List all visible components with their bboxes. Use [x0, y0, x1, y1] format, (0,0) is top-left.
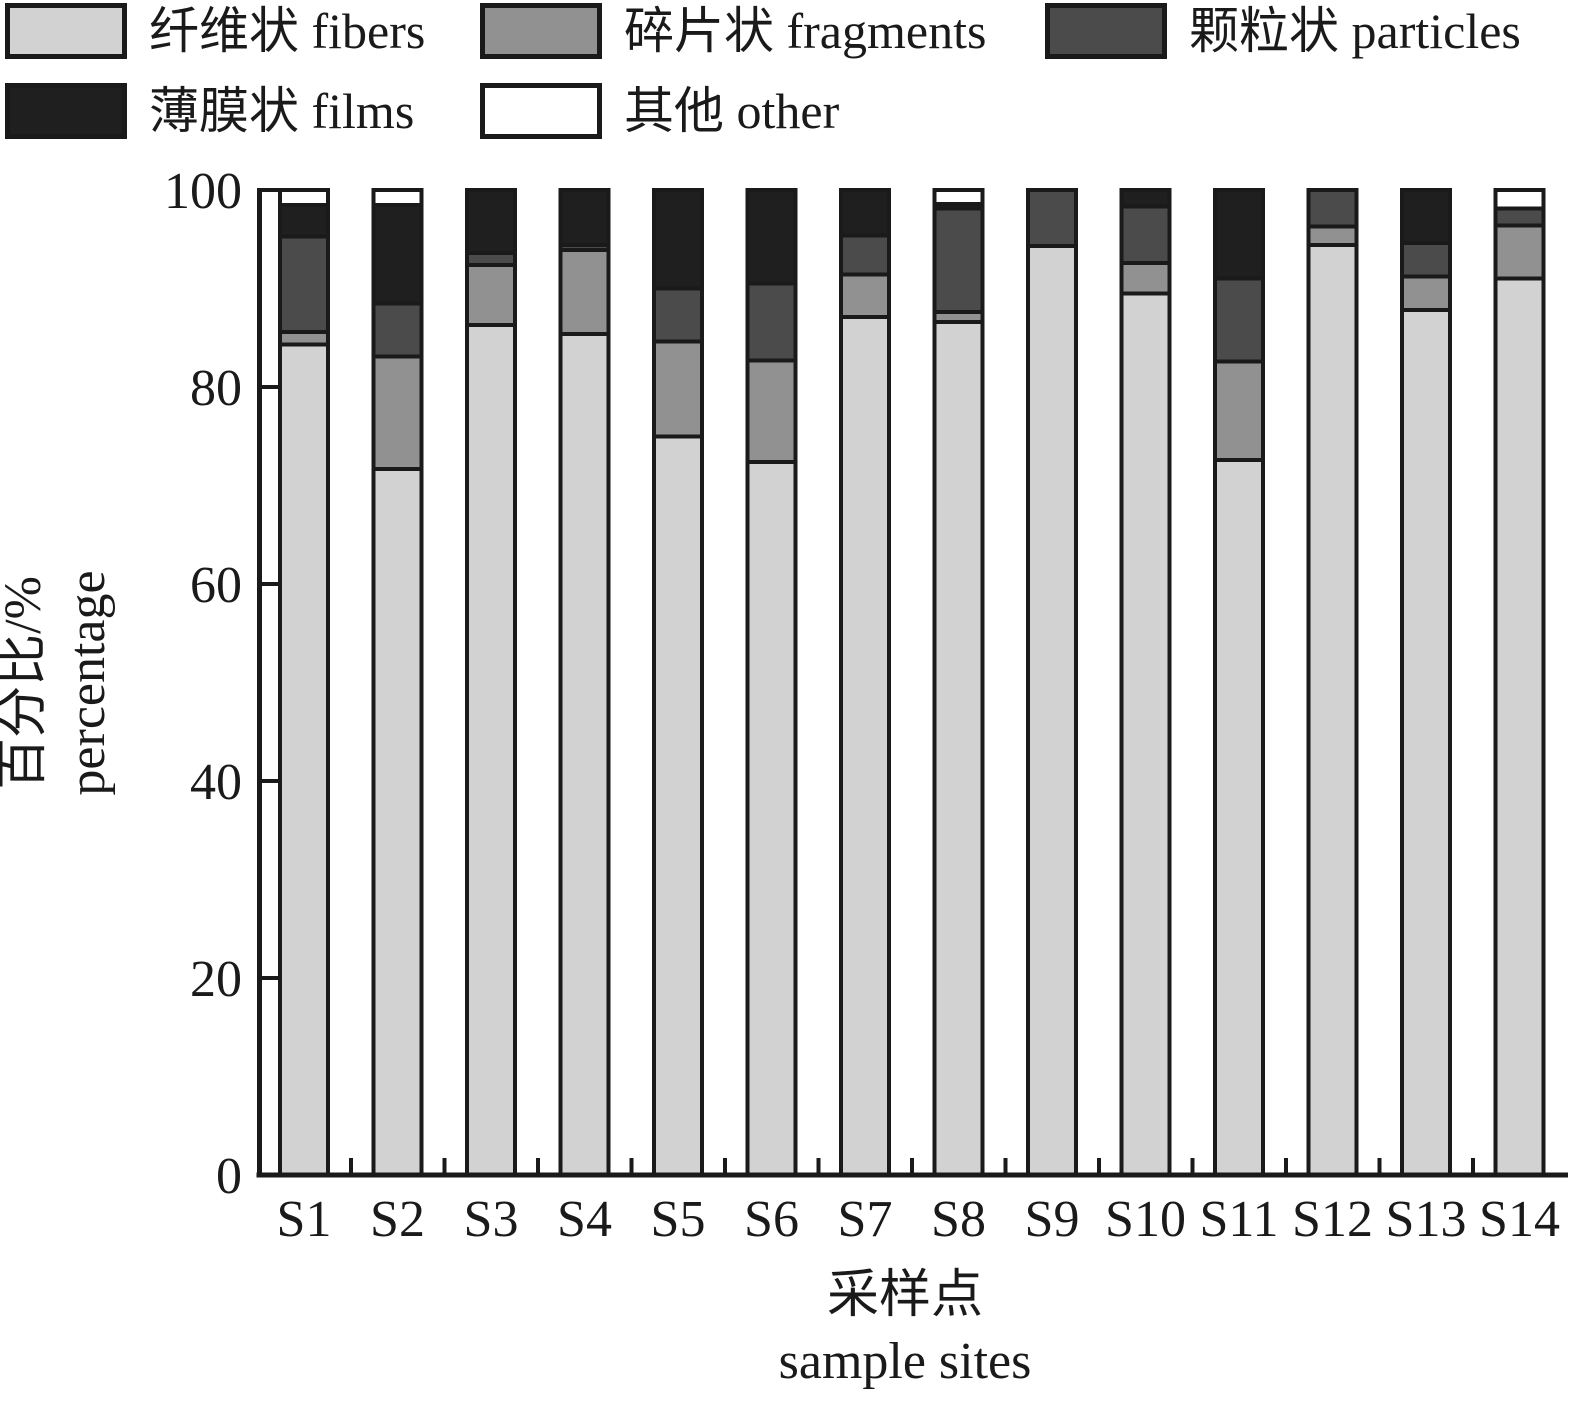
- bar-segment-S11: [1213, 276, 1265, 364]
- legend-item-films: 薄膜状 films: [5, 82, 414, 140]
- x-tick-label: S10: [1105, 1191, 1186, 1248]
- bar-segment-S2: [371, 202, 424, 306]
- bar-segment-S12: [1306, 188, 1359, 229]
- bar-segment-S8: [932, 319, 985, 1177]
- bar-segment-S2: [371, 188, 424, 207]
- x-tick-label: S4: [557, 1191, 612, 1248]
- x-tick-label: S1: [277, 1191, 332, 1248]
- bar-segment-S3: [465, 322, 517, 1177]
- bar-segment-S6: [745, 459, 798, 1177]
- x-axis-title-en: sample sites: [779, 1333, 1032, 1390]
- bar-segment-S9: [1026, 244, 1078, 1177]
- x-tick-label: S6: [744, 1191, 799, 1248]
- x-axis-title-zh: 采样点: [827, 1267, 983, 1324]
- x-tick-label: S12: [1292, 1191, 1373, 1248]
- bar-segment-S5: [652, 286, 704, 344]
- legend-label-films: 薄膜状 films: [149, 83, 415, 139]
- bar-segment-S1: [278, 342, 330, 1177]
- bar-segment-S7: [839, 233, 891, 277]
- legend-label-fibers: 纤维状 fibers: [149, 3, 426, 59]
- bar-segment-S2: [371, 466, 424, 1177]
- x-tick-label: S14: [1479, 1191, 1560, 1248]
- bar-segment-S14: [1493, 206, 1546, 228]
- x-tick-label: S8: [931, 1191, 986, 1248]
- y-tick-label: 40: [190, 754, 242, 811]
- bar-segment-S7: [839, 272, 891, 320]
- x-tick-label: S7: [838, 1191, 893, 1248]
- bar-segment-S5: [652, 188, 704, 291]
- x-tick-label: S3: [464, 1191, 519, 1248]
- legend-item-fragments: 碎片状 fragments: [480, 2, 986, 60]
- bar-segment-S6: [745, 188, 798, 286]
- bar-segment-S10: [1119, 204, 1172, 265]
- x-tick-label: S11: [1200, 1191, 1279, 1248]
- bar-segment-S5: [652, 434, 704, 1177]
- legend-label-other: 其他 other: [624, 83, 840, 139]
- legend: 纤维状 fibers 碎片状 fragments 颗粒状 particles 薄…: [0, 0, 1575, 150]
- bar-segment-S1: [278, 202, 330, 239]
- bar-segment-S10: [1119, 188, 1172, 209]
- bar-segment-S4: [558, 248, 611, 336]
- bar-segment-S4: [558, 331, 611, 1177]
- bar-segment-S10: [1119, 260, 1172, 296]
- bar-segment-S1: [278, 234, 330, 334]
- bar-segment-S11: [1213, 457, 1265, 1177]
- y-tick-label: 0: [216, 1148, 242, 1205]
- bar-segment-S7: [839, 315, 891, 1177]
- x-tick-label: S5: [651, 1191, 706, 1248]
- bar-segment-S14: [1493, 276, 1546, 1177]
- y-tick-label: 20: [190, 951, 242, 1008]
- y-axis-title-zh: 百分比/%: [0, 576, 52, 790]
- legend-swatch-particles: [1045, 3, 1167, 59]
- bar-segment-S13: [1400, 308, 1452, 1178]
- bar-segment-S14: [1493, 188, 1546, 211]
- y-tick-label: 80: [190, 360, 242, 417]
- legend-item-particles: 颗粒状 particles: [1045, 2, 1521, 60]
- x-tick-label: S2: [370, 1191, 425, 1248]
- x-tick-label: S13: [1386, 1191, 1467, 1248]
- bar-segment-S9: [1026, 188, 1078, 249]
- bar-segment-S12: [1306, 243, 1359, 1178]
- bar-segment-S3: [465, 262, 517, 327]
- legend-swatch-films: [5, 83, 127, 139]
- legend-label-particles: 颗粒状 particles: [1189, 3, 1521, 59]
- bar-segment-S3: [465, 188, 517, 256]
- y-tick-label: 100: [164, 163, 242, 220]
- bar-segment-S6: [745, 281, 798, 363]
- bar-segment-S13: [1400, 274, 1452, 313]
- legend-swatch-other: [480, 83, 602, 139]
- bar-segment-S11: [1213, 188, 1265, 281]
- legend-label-fragments: 碎片状 fragments: [624, 3, 987, 59]
- y-tick-label: 60: [190, 557, 242, 614]
- bar-segment-S13: [1400, 241, 1452, 279]
- bar-segment-S8: [932, 188, 985, 206]
- bar-segment-S1: [278, 188, 330, 207]
- bar-segment-S4: [558, 188, 611, 248]
- bar-segment-S5: [652, 339, 704, 439]
- legend-item-fibers: 纤维状 fibers: [5, 2, 425, 60]
- y-axis-title-en: percentage: [59, 570, 116, 795]
- bar-segment-S12: [1306, 224, 1359, 248]
- bar-segment-S10: [1119, 291, 1172, 1177]
- legend-swatch-fibers: [5, 3, 127, 59]
- bar-segment-S7: [839, 188, 891, 238]
- bar-segment-S8: [932, 206, 985, 315]
- legend-swatch-fragments: [480, 3, 602, 59]
- bar-segment-S2: [371, 354, 424, 471]
- bar-segment-S14: [1493, 223, 1546, 281]
- bar-segment-S13: [1400, 188, 1452, 246]
- bar-segment-S6: [745, 358, 798, 464]
- bar-segment-S2: [371, 301, 424, 359]
- x-tick-label: S9: [1025, 1191, 1080, 1248]
- legend-item-other: 其他 other: [480, 82, 839, 140]
- bar-segment-S11: [1213, 359, 1265, 462]
